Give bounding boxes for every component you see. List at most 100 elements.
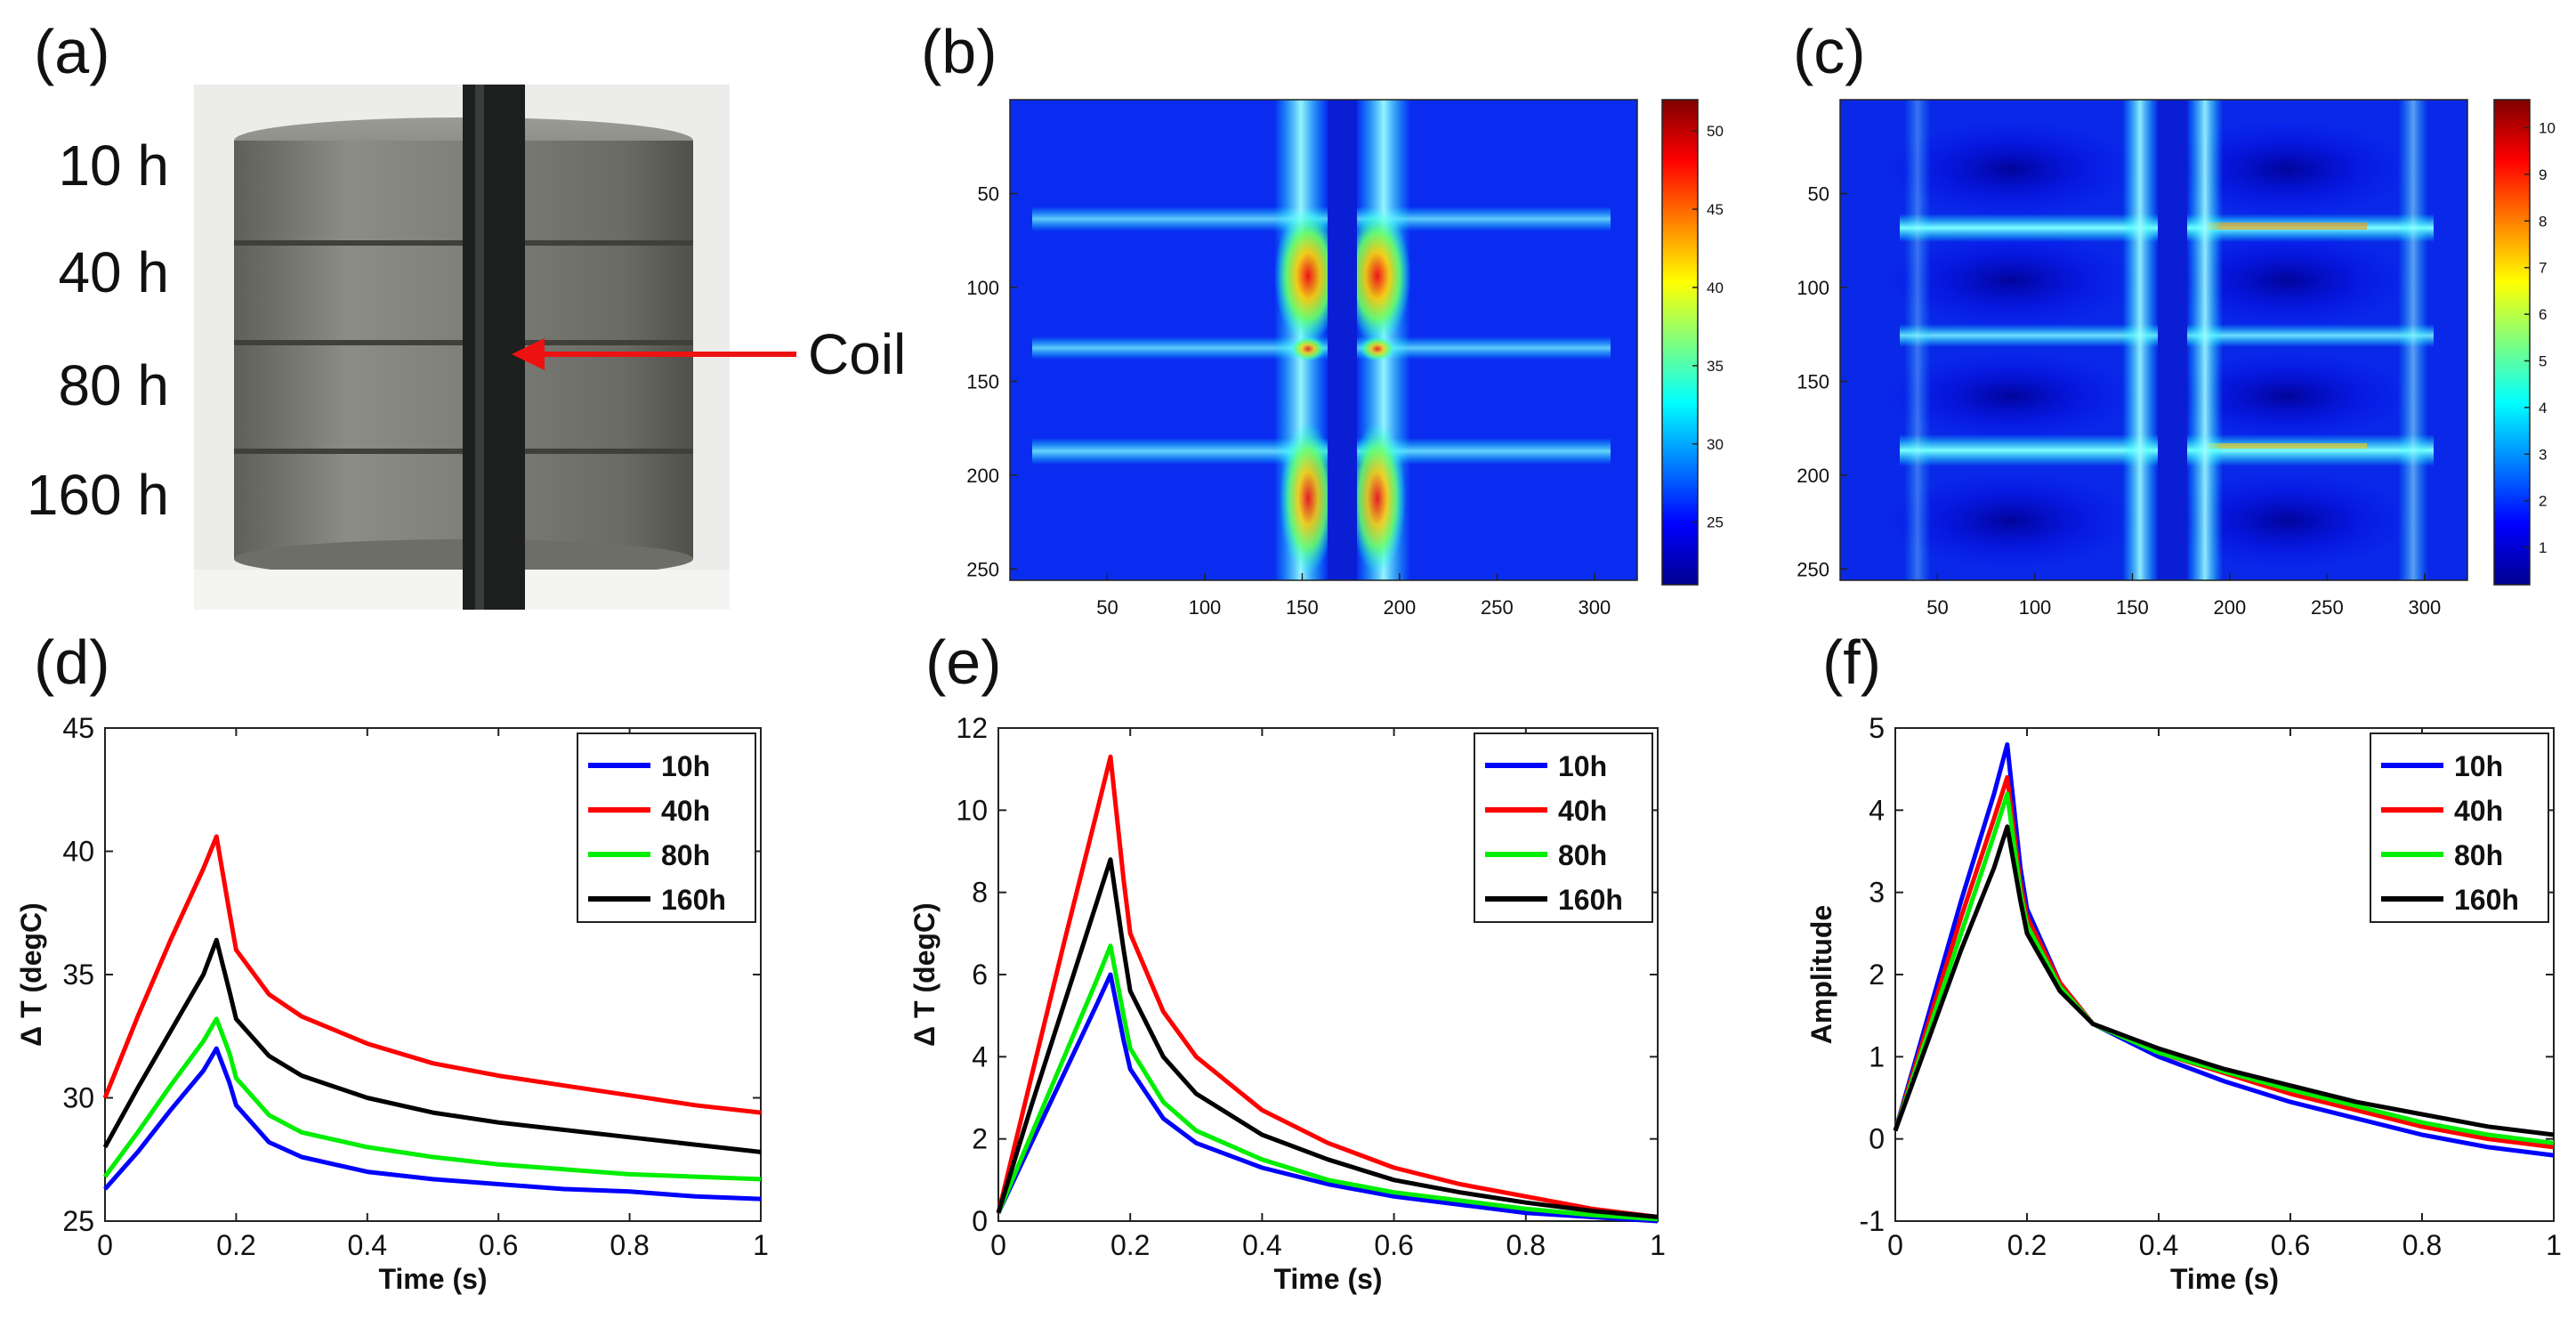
colorbar-b-ticks: 25 30 35 40 45 50 bbox=[1692, 123, 1724, 531]
plot-e-ylabel: Δ T (degC) bbox=[908, 902, 941, 1047]
colorbar-c-tick-label: 4 bbox=[2539, 400, 2547, 417]
plot-f-ytick-label: 3 bbox=[1869, 877, 1885, 909]
legend-label-10h: 10h bbox=[661, 750, 710, 782]
plot-f-xtick-label: 1 bbox=[2546, 1229, 2562, 1261]
colorbar-b-tick-label: 35 bbox=[1707, 358, 1724, 375]
legend-label-40h: 40h bbox=[2454, 795, 2503, 827]
colorbar-c-tick-label: 1 bbox=[2539, 539, 2547, 556]
plot-e-xtick-label: 0.6 bbox=[1374, 1229, 1413, 1261]
colorbar-b-tick-label: 50 bbox=[1707, 123, 1724, 140]
panel-d-tag: (d) bbox=[34, 627, 110, 697]
colorbar-c-tick-label: 5 bbox=[2539, 352, 2547, 369]
colorbar-c-ticks: 1 2 3 4 5 6 7 8 9 10 bbox=[2524, 119, 2556, 556]
panel-c-tag: (c) bbox=[1793, 17, 1866, 86]
colorbar-b-tick-label: 30 bbox=[1707, 436, 1724, 453]
sample-label-40h: 40 h bbox=[58, 240, 169, 304]
heatmap-c-xtick-label: 300 bbox=[2408, 596, 2441, 619]
plot-f-xtick-label: 0.8 bbox=[2402, 1229, 2442, 1261]
heatmap-c-xtick-label: 250 bbox=[2311, 596, 2344, 619]
plot-d-ylabel: Δ T (degC) bbox=[15, 902, 47, 1047]
heatmap-b-ytick-label: 250 bbox=[966, 558, 999, 580]
plot-f-ylabel: Amplitude bbox=[1805, 905, 1837, 1044]
sample-photo bbox=[194, 85, 730, 610]
panel-d: (d) 0 0.2 0.4 0.6 0.8 1 25 30 35 40 45 Time (s) Δ T … bbox=[15, 627, 769, 1295]
colorbar-b-tick-label: 45 bbox=[1707, 201, 1724, 218]
plot-d-ytick-label: 40 bbox=[62, 836, 94, 868]
series-line-80h bbox=[996, 943, 1659, 1222]
legend-label-10h: 10h bbox=[2454, 750, 2503, 782]
coil-rod bbox=[463, 85, 525, 610]
plot-f-legend: 10h 40h 80h 160h bbox=[2370, 732, 2549, 923]
series-line-160h bbox=[1893, 824, 2555, 1137]
plot-f-xlabel: Time (s) bbox=[2170, 1263, 2279, 1295]
colorbar-b bbox=[1661, 99, 1699, 586]
heatmap-b-xtick-label: 300 bbox=[1578, 596, 1611, 619]
plot-d-xtick-label: 0.6 bbox=[479, 1229, 518, 1261]
series-line-160h bbox=[102, 937, 762, 1154]
panel-f-tag: (f) bbox=[1822, 627, 1881, 697]
colorbar-c-tick-label: 9 bbox=[2539, 166, 2547, 183]
sample-label-10h: 10 h bbox=[58, 134, 169, 198]
plot-f-ytick-label: 1 bbox=[1869, 1040, 1885, 1072]
colorbar-c-tick-label: 6 bbox=[2539, 306, 2547, 323]
heatmap-c-axes: 50 100 150 200 250 300 50 100 150 200 250 bbox=[1797, 182, 2441, 619]
plot-f-xtick-label: 0.4 bbox=[2139, 1229, 2178, 1261]
panel-b-tag: (b) bbox=[921, 17, 997, 86]
legend-label-80h: 80h bbox=[661, 839, 710, 871]
plot-e-ytick-label: 0 bbox=[972, 1205, 988, 1237]
plot-f-xtick-label: 0.6 bbox=[2271, 1229, 2310, 1261]
plot-d-xlabel: Time (s) bbox=[378, 1263, 487, 1295]
plot-e-legend: 10h 40h 80h 160h bbox=[1474, 732, 1653, 923]
colorbar-b-tick-label: 25 bbox=[1707, 514, 1724, 531]
plot-e-ytick-label: 8 bbox=[972, 877, 988, 909]
colorbar-c-tick-label: 8 bbox=[2539, 213, 2547, 230]
sample-label-160h: 160 h bbox=[27, 463, 169, 527]
series-line-80h bbox=[102, 1016, 762, 1182]
colorbar-c-tick-label: 7 bbox=[2539, 260, 2547, 277]
heatmap-b-xtick-label: 200 bbox=[1384, 596, 1417, 619]
legend-label-40h: 40h bbox=[1558, 795, 1607, 827]
plot-d-xtick-label: 0.8 bbox=[610, 1229, 649, 1261]
series-line-40h bbox=[996, 754, 1659, 1219]
heatmap-b-ytick-label: 200 bbox=[966, 465, 999, 487]
series-line-160h bbox=[996, 857, 1659, 1219]
colorbar-c-tick-label: 10 bbox=[2539, 119, 2556, 136]
plot-d-ytick-label: 30 bbox=[62, 1082, 94, 1114]
plot-e-xtick-label: 0 bbox=[990, 1229, 1006, 1261]
plot-e-ytick-label: 12 bbox=[956, 712, 988, 744]
heatmap-c-ytick-label: 150 bbox=[1797, 370, 1829, 392]
heatmap-c-xtick-label: 50 bbox=[1926, 596, 1948, 619]
plot-f-ytick-label: 5 bbox=[1869, 712, 1885, 744]
legend-label-80h: 80h bbox=[1558, 839, 1607, 871]
heatmap-b-xtick-label: 150 bbox=[1286, 596, 1319, 619]
coil-arrow bbox=[512, 338, 796, 370]
plot-d-xtick-label: 0.4 bbox=[348, 1229, 387, 1261]
legend-label-10h: 10h bbox=[1558, 750, 1607, 782]
panel-e-tag: (e) bbox=[925, 627, 1002, 697]
heatmap-b bbox=[1009, 99, 1638, 581]
series-line-10h bbox=[103, 1046, 762, 1202]
line-chart-d: 0 0.2 0.4 0.6 0.8 1 25 30 35 40 45 Time (s) Δ T (deg… bbox=[15, 712, 769, 1295]
plot-f-ytick-label: 2 bbox=[1869, 959, 1885, 991]
plot-f-xtick-label: 0.2 bbox=[2007, 1229, 2047, 1261]
legend-label-160h: 160h bbox=[1558, 884, 1623, 916]
series-line-40h bbox=[102, 834, 762, 1115]
heatmap-b-xtick-label: 50 bbox=[1096, 596, 1118, 619]
plot-f-xtick-label: 0 bbox=[1887, 1229, 1903, 1261]
legend-label-80h: 80h bbox=[2454, 839, 2503, 871]
legend-label-160h: 160h bbox=[2454, 884, 2519, 916]
plot-d-ytick-label: 25 bbox=[62, 1205, 94, 1237]
legend-label-40h: 40h bbox=[661, 795, 710, 827]
plot-f-ytick-label: 0 bbox=[1869, 1123, 1885, 1155]
heatmap-b-ytick-label: 150 bbox=[966, 370, 999, 392]
colorbar-c bbox=[2493, 99, 2531, 586]
series-line-10h bbox=[996, 972, 1659, 1224]
plot-e-xlabel: Time (s) bbox=[1273, 1263, 1382, 1295]
heatmap-b-ytick-label: 100 bbox=[966, 277, 999, 299]
colorbar-c-tick-label: 2 bbox=[2539, 493, 2547, 510]
